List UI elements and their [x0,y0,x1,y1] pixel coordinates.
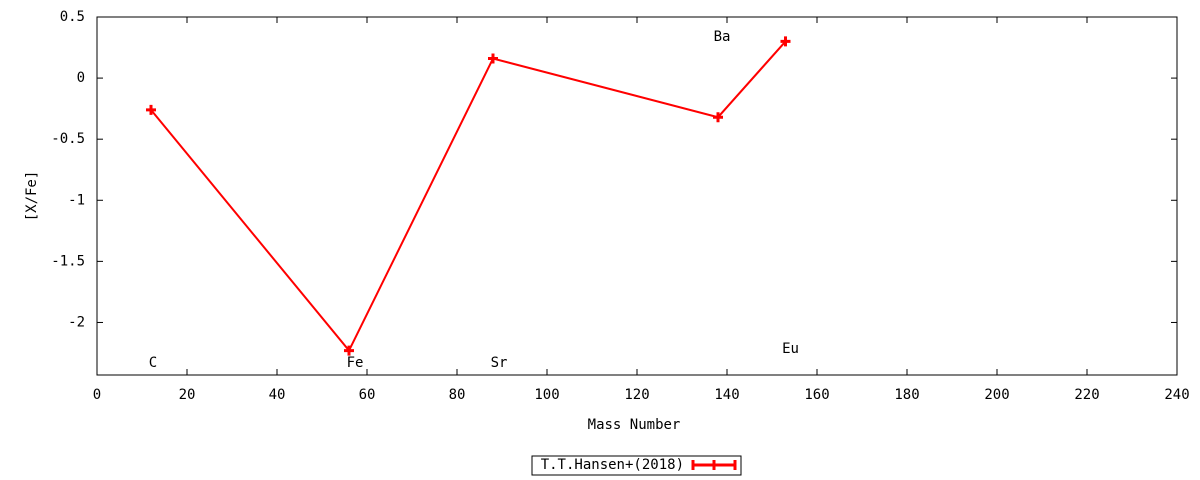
x-tick-label: 0 [93,387,101,403]
element-label: Fe [347,355,364,371]
y-tick-label: -1 [68,192,85,208]
x-tick-label: 120 [624,387,649,403]
y-tick-label: -2 [68,314,85,330]
x-tick-label: 100 [534,387,559,403]
element-label: Sr [491,355,508,371]
element-label: C [149,355,157,371]
y-tick-label: -0.5 [51,131,85,147]
marker [780,36,791,47]
x-tick-label: 160 [804,387,829,403]
x-tick-label: 80 [449,387,466,403]
marker [344,345,354,356]
x-tick-label: 140 [714,387,739,403]
x-tick-label: 40 [269,387,286,403]
legend-label: T.T.Hansen+(2018) [541,457,684,473]
series-line [150,40,787,353]
x-tick-label: 220 [1074,387,1099,403]
element-label: Ba [714,29,731,45]
x-tick-label: 60 [359,387,376,403]
x-tick-label: 20 [179,387,196,403]
marker [146,104,156,115]
x-tick-label: 240 [1164,387,1189,403]
legend-marker [691,460,737,470]
element-label: Eu [782,341,799,357]
plot-frame [96,16,1178,376]
y-tick-label: 0 [77,70,85,86]
legend-box [531,455,742,476]
y-axis-label: [X/Fe] [24,171,40,222]
x-tick-label: 200 [984,387,1009,403]
y-tick-label: 0.5 [60,9,85,25]
x-axis-label: Mass Number [588,417,681,433]
marker [488,53,498,64]
marker [713,112,723,123]
y-tick-label: -1.5 [51,253,85,269]
x-tick-label: 180 [894,387,919,403]
